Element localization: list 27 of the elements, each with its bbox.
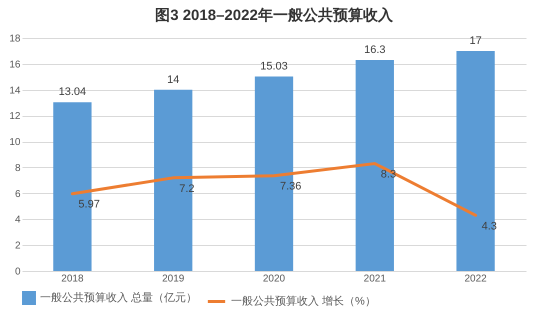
x-tick-label: 2022 [464, 274, 488, 284]
x-tick-label: 2020 [262, 274, 286, 284]
bar [456, 50, 495, 271]
x-tick-label: 2018 [61, 274, 84, 284]
y-tick-label: 16 [9, 59, 21, 70]
y-tick-label: 2 [14, 240, 21, 252]
y-tick-label: 12 [9, 111, 21, 122]
data-label: 15.03 [260, 60, 288, 72]
y-tick-label: 10 [9, 137, 21, 148]
data-label: 17 [469, 34, 482, 47]
legend-label: 一般公共预算收入 增长（%） [231, 294, 376, 308]
data-label: 16.3 [364, 44, 386, 56]
y-tick-label: 8 [14, 162, 21, 174]
data-label: 14 [167, 74, 180, 86]
bar [154, 90, 192, 271]
legend-label: 一般公共预算收入 总量（亿元） [40, 291, 198, 304]
x-tick-label: 2019 [162, 274, 185, 284]
bar [356, 60, 394, 271]
y-tick-label: 4 [14, 214, 21, 226]
line-series [70, 162, 478, 217]
data-label: 13.04 [58, 86, 86, 98]
y-tick-label: 6 [14, 188, 21, 200]
chart-title: 图3 2018–2022年一般公共预算收入 [155, 7, 394, 24]
y-tick-label: 18 [9, 34, 21, 44]
y-tick-label: 0 [14, 266, 21, 278]
y-tick-label: 14 [9, 85, 21, 96]
x-tick-label: 2021 [364, 274, 386, 284]
